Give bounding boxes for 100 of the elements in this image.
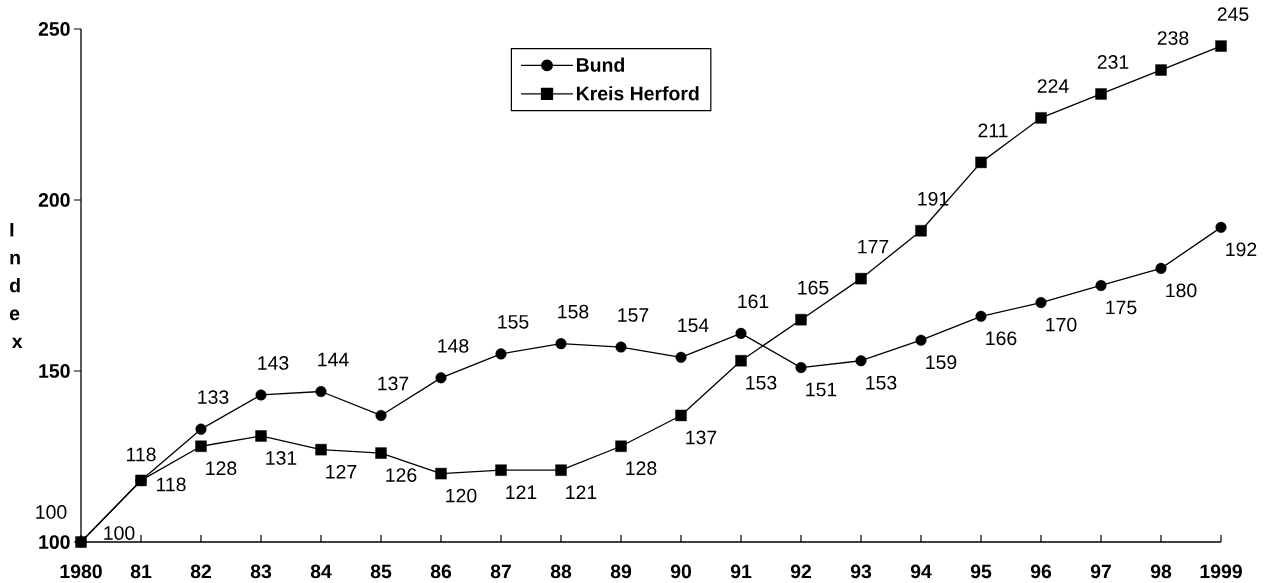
x-tick-label: 1999 [1200, 564, 1242, 579]
point [915, 334, 927, 346]
point [315, 443, 327, 456]
data-label: 211 [978, 123, 1008, 138]
data-label: 191 [918, 191, 949, 206]
data-label: 159 [926, 355, 957, 370]
data-label: 238 [1157, 31, 1189, 45]
point [435, 372, 447, 384]
point [975, 310, 987, 322]
data-label: 144 [318, 352, 349, 367]
point [255, 389, 267, 401]
data-label: 175 [1106, 300, 1137, 315]
point [495, 348, 507, 360]
point [1215, 40, 1227, 52]
point [195, 423, 207, 435]
point [855, 272, 867, 285]
point [735, 355, 747, 367]
point [855, 355, 867, 367]
x-tick-label: 97 [1090, 564, 1111, 579]
data-label: 121 [506, 485, 537, 499]
x-tick-label: 90 [670, 564, 691, 579]
data-label: 154 [678, 318, 709, 333]
data-label: 137 [378, 376, 409, 391]
point [1155, 262, 1167, 274]
data-label: 131 [266, 451, 297, 465]
data-label: 158 [558, 304, 589, 319]
x-tick-label: 96 [1030, 564, 1052, 579]
y-tick-label: 150 [39, 364, 70, 378]
point [1155, 64, 1167, 76]
point [375, 409, 387, 421]
data-label: 153 [866, 375, 897, 390]
point [675, 351, 687, 363]
data-label: 153 [746, 375, 777, 390]
point [555, 464, 567, 476]
data-label: 231 [1097, 55, 1129, 69]
point [495, 464, 507, 476]
data-label: 148 [438, 338, 469, 353]
data-label: 137 [686, 430, 717, 445]
data-label: 180 [1166, 283, 1197, 298]
x-tick-label: 1980 [60, 564, 102, 579]
point [195, 440, 207, 452]
point [675, 409, 687, 422]
x-tick-label: 93 [850, 564, 872, 579]
x-tick-label: 98 [1150, 564, 1172, 579]
point [615, 440, 627, 452]
x-tick-label: 84 [310, 564, 332, 579]
data-label: 192 [1226, 242, 1257, 257]
point [1035, 112, 1047, 124]
x-tick-label: 91 [730, 564, 752, 579]
data-label: 170 [1046, 317, 1077, 332]
x-tick-label: 85 [370, 564, 392, 579]
data-label: 128 [626, 461, 657, 476]
x-tick-label: 89 [610, 564, 632, 579]
x-tick-label: 82 [190, 564, 212, 579]
point [1215, 221, 1227, 233]
data-label: 151 [806, 382, 837, 397]
x-tick-label: 81 [130, 564, 152, 579]
y-tick-label: 250 [38, 22, 70, 36]
y-tick-label: 100 [39, 535, 70, 549]
data-label: 224 [1037, 79, 1069, 93]
point [795, 362, 807, 374]
y-axis-title: Index [9, 223, 23, 348]
point [975, 156, 987, 169]
data-label: 120 [446, 488, 477, 503]
point [795, 314, 807, 326]
x-tick-label: 88 [550, 564, 572, 579]
point [915, 225, 927, 237]
legend-label: Bund [576, 57, 625, 72]
data-label: 143 [258, 356, 289, 370]
data-label: 245 [1217, 7, 1249, 21]
data-label: 127 [326, 464, 357, 479]
point [435, 467, 447, 480]
data-label: 118 [157, 477, 186, 492]
x-tick-label: 94 [910, 564, 932, 579]
point [1035, 297, 1047, 309]
legend-label: Kreis Herford [576, 86, 699, 101]
data-label: 118 [127, 447, 156, 462]
data-label: 126 [386, 468, 417, 482]
data-label: 166 [986, 331, 1017, 346]
point [735, 327, 747, 339]
point [375, 447, 387, 459]
x-tick-label: 86 [430, 564, 452, 579]
point [1095, 280, 1107, 291]
data-label: 165 [798, 280, 829, 295]
data-label: 128 [206, 461, 237, 476]
x-tick-label: 95 [970, 564, 992, 579]
data-label: 155 [498, 315, 529, 329]
y-tick-label: 200 [38, 193, 70, 207]
x-tick-label: 83 [250, 564, 272, 579]
point [255, 430, 267, 442]
x-tick-label: 92 [790, 564, 812, 579]
point [315, 386, 327, 398]
data-label: 121 [566, 485, 597, 499]
data-label: 161 [738, 294, 769, 309]
data-label: 133 [198, 390, 229, 405]
point [555, 338, 567, 350]
data-label: 177 [858, 239, 889, 254]
data-label: 157 [618, 308, 649, 322]
data-label: 100 [104, 526, 135, 540]
point [615, 341, 627, 353]
